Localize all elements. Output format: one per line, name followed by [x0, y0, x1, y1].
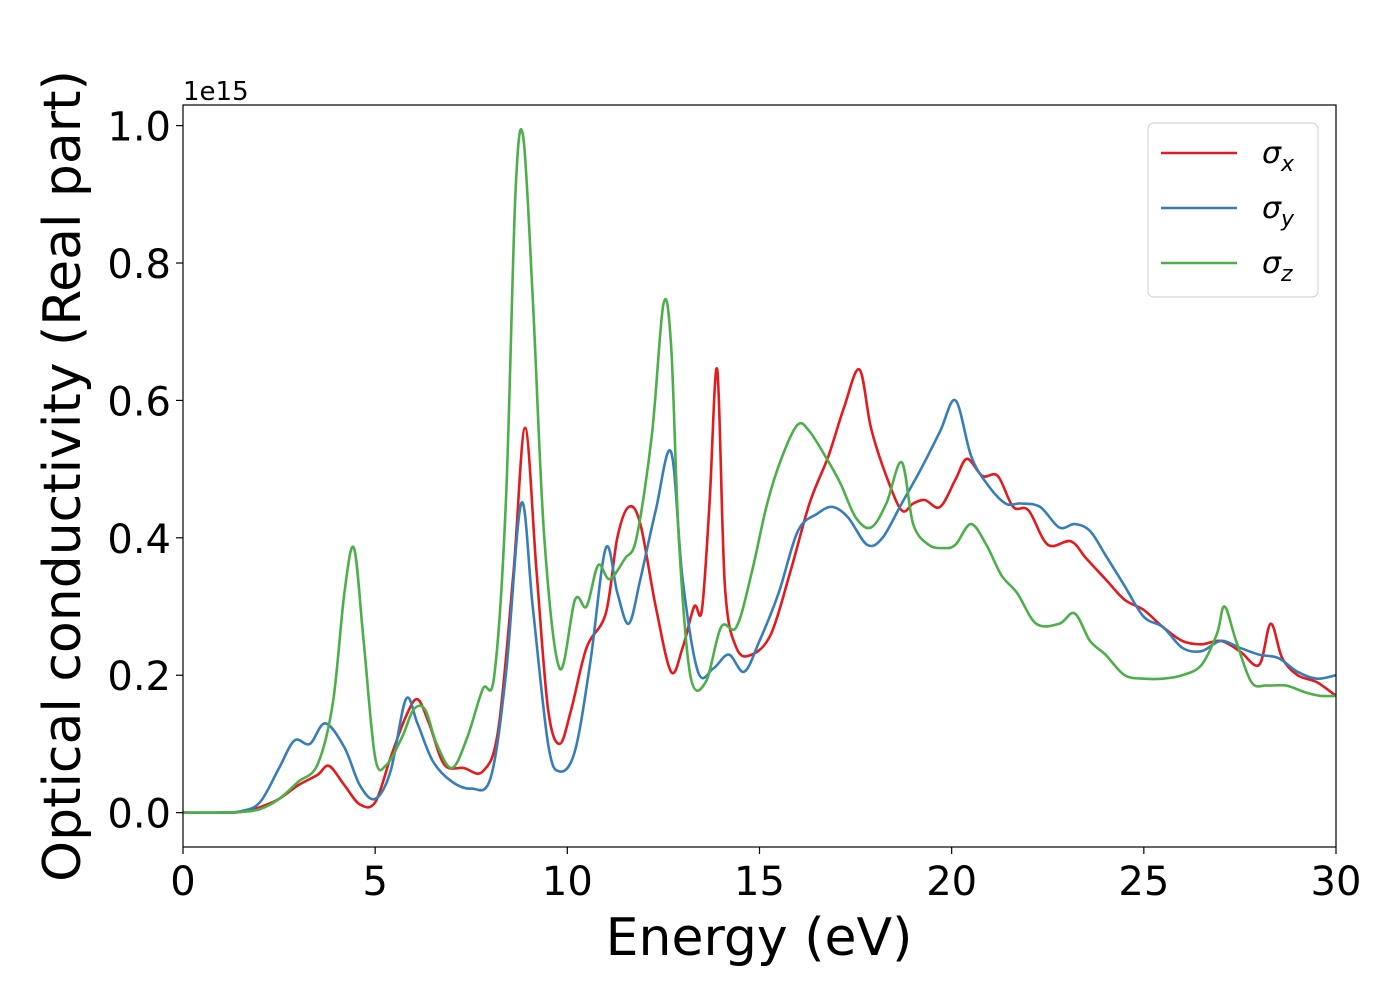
series-layer [182, 128, 1337, 815]
y-tick-label: 0.4 [107, 517, 171, 563]
series-line-z [182, 128, 1337, 814]
x-tick-label: 15 [734, 859, 785, 905]
series-line-x [182, 367, 1337, 814]
x-axis-ticks: 0 5 10 15 20 25 30 [170, 847, 1361, 905]
x-tick-label: 20 [926, 859, 977, 905]
x-tick-label: 10 [542, 859, 593, 905]
y-tick-label: 0.8 [107, 242, 171, 288]
x-axis-label: Energy (eV) [606, 908, 913, 968]
y-tick-label: 0.0 [107, 792, 171, 838]
plot-area [183, 105, 1336, 847]
x-tick-label: 0 [170, 859, 195, 905]
legend-label-z: σz [1262, 246, 1293, 287]
legend-label-y: σy [1262, 191, 1295, 232]
x-tick-label: 30 [1311, 859, 1362, 905]
y-offset-text: 1e15 [183, 77, 249, 107]
y-axis-ticks: 0.0 0.2 0.4 0.6 0.8 1.0 [107, 105, 183, 838]
legend-label-x: σx [1262, 136, 1295, 177]
y-tick-label: 1.0 [107, 105, 171, 151]
legend: σx σy σz [1147, 122, 1319, 298]
x-tick-label: 5 [362, 859, 387, 905]
y-tick-label: 0.2 [107, 654, 171, 700]
series-line-y [182, 398, 1337, 815]
legend-frame [1147, 122, 1319, 298]
y-axis-label: Optical conductivity (Real part) [33, 70, 93, 882]
y-tick-label: 0.6 [107, 379, 171, 425]
x-tick-label: 25 [1118, 859, 1169, 905]
